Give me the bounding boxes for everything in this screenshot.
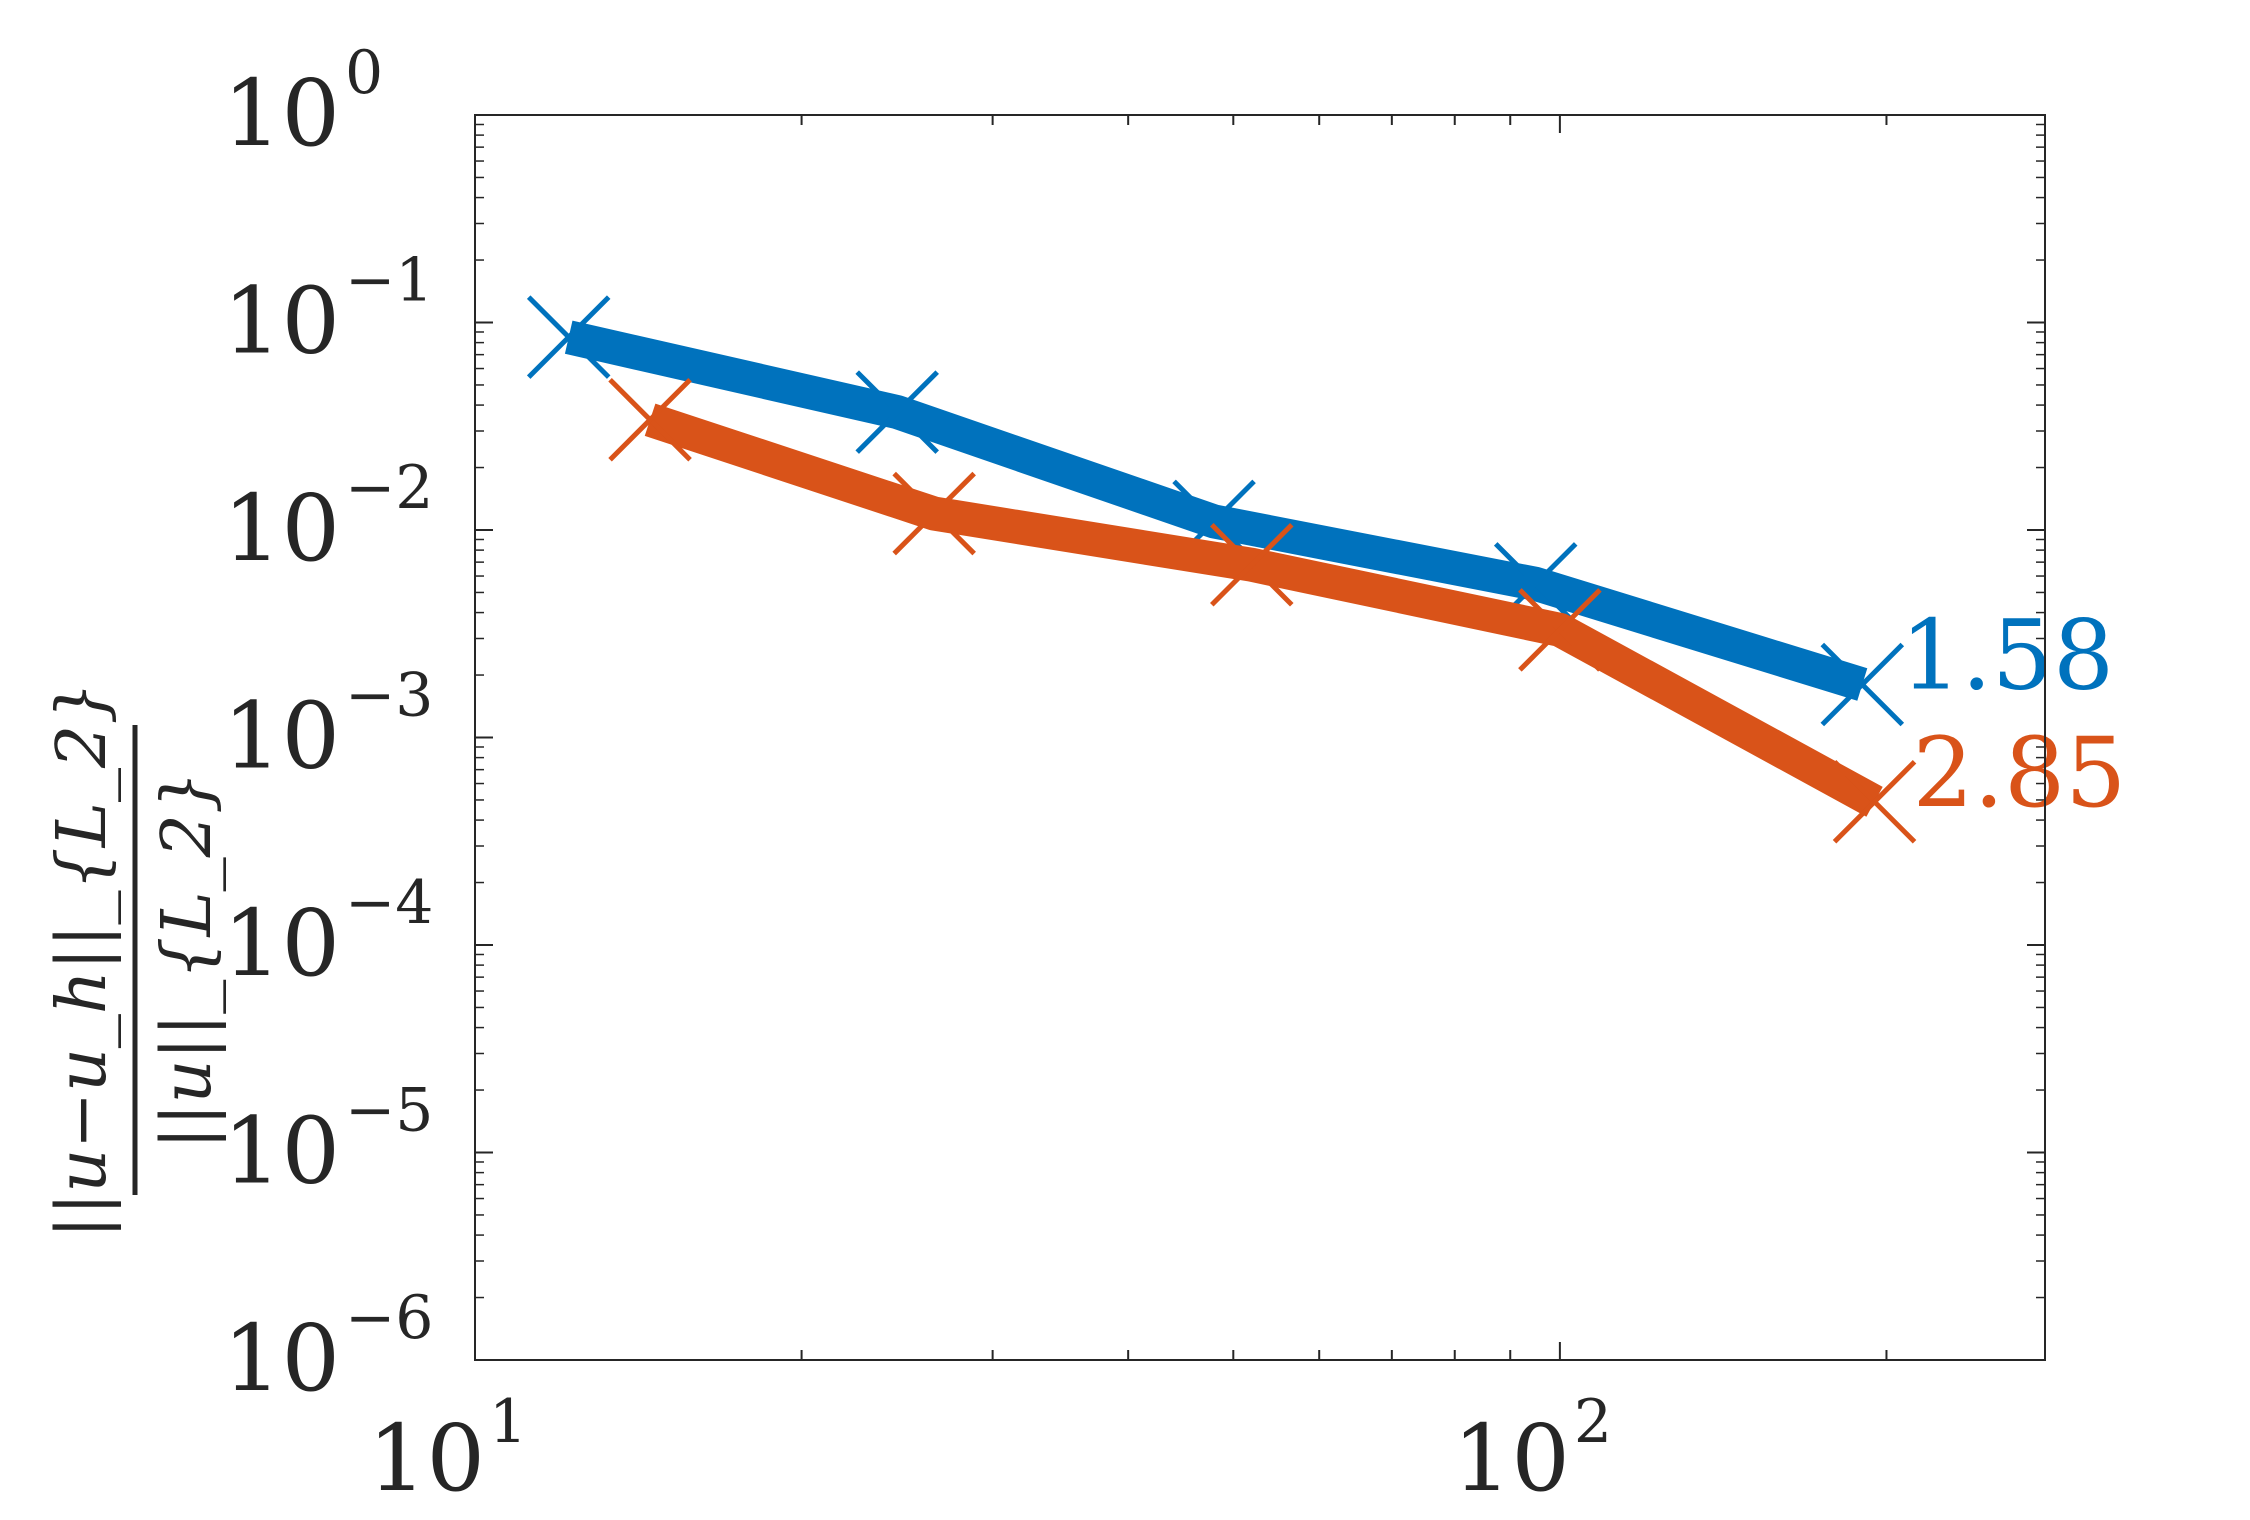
point-marker-stroke [892,471,976,556]
series-1-point [526,295,611,379]
y-tick-label-base: 10 [223,890,340,997]
y-tick-label: 10 −2 [223,453,434,582]
y-tick-label-exponent: −6 [345,1283,433,1353]
plot-frame [474,114,2046,1361]
series-2-point [892,471,976,556]
y-tick-label: 10 −3 [223,661,434,790]
series-2-point [1832,760,1917,844]
point-marker-stroke [1820,642,1905,727]
y-tick-label: 10 −5 [223,1076,434,1205]
y-tick-label: 10 −6 [223,1283,434,1412]
y-tick-label-base: 10 [223,60,340,167]
point-marker-stroke [1210,522,1294,607]
y-tick-label: 10 −1 [223,246,434,375]
point-marker-stroke [526,295,611,379]
y-tick-label: 10 −4 [223,868,434,997]
y-tick-label-exponent: −4 [345,868,433,938]
series-layer: 1.582.85 [526,295,2127,844]
y-tick-label-exponent: −3 [345,661,433,731]
x-tick-label-exponent: 1 [489,1387,527,1457]
series-2-line [644,403,1883,817]
series-2-annotation: 2.85 [1913,717,2127,829]
point-marker-stroke [1518,588,1602,672]
point-marker-stroke [855,370,939,454]
y-tick-label-exponent: −1 [345,246,433,316]
x-tick-label-base: 10 [1453,1405,1570,1512]
y-tick-label-base: 10 [223,1305,340,1412]
x-tick-label: 10 2 [1453,1387,1612,1512]
y-tick-label-exponent: −2 [345,453,433,523]
series-2-point [1210,522,1294,607]
x-tick-label-base: 10 [368,1405,485,1512]
y-axis-label: ||u−u_h||_{L_2} ||u||_{L_2} [43,682,227,1239]
y-tick-label-exponent: 0 [345,38,383,108]
major-ticks [474,114,2045,1361]
y-axis-label-numerator: ||u−u_h||_{L_2} [43,682,122,1239]
series-1-annotation: 1.58 [1900,600,2114,712]
series-2: 2.85 [608,377,2127,844]
y-tick-label-exponent: −5 [345,1076,433,1146]
minor-ticks [475,115,2045,1360]
point-marker-stroke [1832,760,1917,844]
y-axis-label-denominator: ||u||_{L_2} [148,771,227,1149]
series-1-line [564,320,1868,701]
series-1-point [1820,642,1905,727]
series-1-point [855,370,939,454]
y-tick-label-base: 10 [223,475,340,582]
y-tick-label-base: 10 [223,1098,340,1205]
x-tick-label: 10 1 [368,1387,527,1512]
y-tick-label-base: 10 [223,268,340,375]
y-tick-label-base: 10 [223,683,340,790]
series-1: 1.58 [526,295,2114,727]
series-2-point [1518,588,1602,672]
y-tick-label: 10 0 [223,38,383,167]
x-tick-labels: 10 1 10 2 [368,1387,1612,1512]
series-2-point [608,377,692,462]
point-marker-stroke [608,377,692,462]
x-tick-label-exponent: 2 [1574,1387,1612,1457]
